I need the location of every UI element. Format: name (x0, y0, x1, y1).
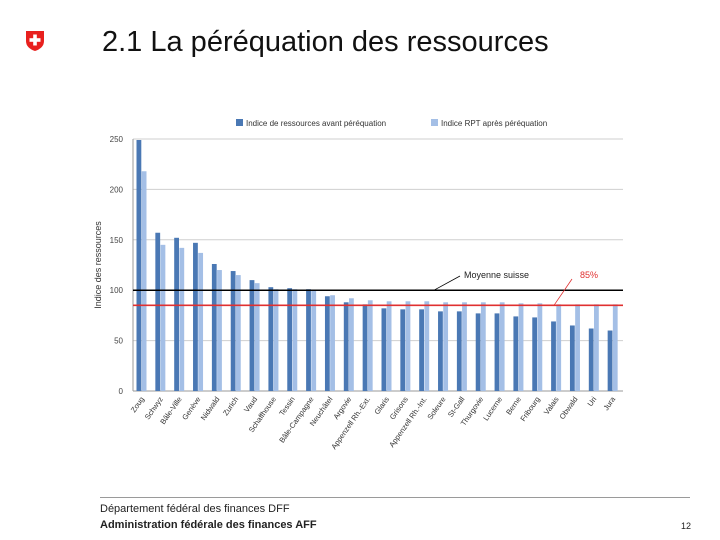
x-tick-label-23: Obwald (558, 395, 580, 421)
bar-after-10 (330, 295, 335, 391)
y-tick-label-4: 200 (110, 185, 124, 194)
bar-after-13 (386, 301, 392, 391)
legend-label-after: Indice RPT après péréquation (441, 119, 547, 128)
bar-before-3 (193, 242, 198, 391)
y-tick-label-2: 100 (110, 286, 124, 295)
x-tick-label-16: Soleure (425, 395, 447, 421)
bar-before-5 (230, 271, 236, 391)
footer-divider (100, 497, 690, 498)
bar-before-14 (400, 309, 406, 391)
y-tick-label-5: 250 (110, 135, 124, 144)
bar-after-18 (480, 302, 486, 391)
y-tick-label-3: 150 (110, 236, 124, 245)
bar-before-23 (569, 325, 575, 391)
bar-after-5 (235, 275, 241, 391)
bar-after-22 (556, 304, 562, 391)
x-tick-label-20: Berne (504, 395, 523, 417)
bar-before-9 (306, 289, 311, 391)
footer-administration: Administration fédérale des finances AFF (100, 519, 317, 531)
bar-before-15 (419, 309, 424, 391)
bar-before-20 (513, 316, 519, 391)
bar-after-3 (198, 252, 204, 391)
annotation-pointer-average (433, 275, 461, 291)
bar-before-25 (607, 330, 613, 391)
legend-label-before: Indice de ressources avant péréquation (246, 119, 386, 128)
bar-before-12 (362, 304, 368, 391)
bar-after-24 (594, 304, 599, 391)
bar-before-19 (494, 313, 500, 391)
x-tick-label-15: Appenzell Rh.-Int. (387, 395, 429, 449)
bar-before-24 (588, 328, 594, 391)
bar-before-2 (174, 237, 179, 391)
bar-after-9 (311, 290, 317, 391)
x-tick-label-22: Valais (542, 395, 561, 417)
x-tick-label-25: Jura (601, 394, 617, 412)
page-title: 2.1 La péréquation des ressources (102, 26, 549, 58)
page-number: 12 (681, 521, 692, 531)
bar-after-21 (537, 303, 543, 391)
x-tick-label-4: Nidwald (199, 395, 222, 422)
bar-before-22 (551, 321, 556, 391)
footer-department: Département fédéral des finances DFF (100, 503, 290, 515)
bar-after-14 (405, 301, 411, 391)
annotation-average: Moyenne suisse (464, 270, 529, 280)
bar-after-20 (518, 303, 524, 391)
bar-after-6 (254, 283, 260, 391)
legend-swatch-before (236, 119, 243, 126)
bar-after-7 (273, 289, 279, 391)
x-tick-label-0: Zoug (129, 395, 146, 414)
bar-before-0 (136, 140, 142, 391)
x-tick-label-5: Zurich (221, 395, 240, 417)
bar-after-23 (575, 304, 580, 391)
bar-before-17 (456, 311, 462, 391)
bar-before-18 (475, 313, 481, 391)
bar-before-10 (324, 296, 330, 391)
swiss-cross-logo (26, 31, 44, 51)
bar-before-16 (438, 311, 443, 391)
x-tick-label-13: Glaris (372, 395, 391, 416)
bar-before-1 (155, 232, 161, 391)
annotation-pointer-85 (553, 278, 573, 306)
bar-after-0 (141, 171, 147, 391)
x-tick-label-19: Lucerne (481, 395, 504, 422)
bar-before-13 (381, 308, 387, 391)
bar-after-1 (160, 244, 166, 391)
bar-after-11 (349, 298, 354, 391)
y-tick-label-0: 0 (119, 387, 124, 396)
bar-after-19 (499, 302, 505, 391)
bar-after-15 (424, 301, 430, 391)
bar-after-17 (462, 302, 467, 391)
bar-after-25 (612, 304, 618, 391)
bar-before-21 (532, 317, 538, 391)
bar-after-12 (367, 300, 373, 391)
bar-before-6 (249, 280, 255, 391)
bar-before-4 (211, 263, 217, 391)
resource-index-chart: 0 50 100 150 200 250 Indice des ressources Zoug… (93, 119, 623, 451)
y-axis-title: Indice des ressources (93, 221, 103, 309)
bar-before-7 (268, 287, 274, 391)
bar-after-16 (443, 302, 449, 391)
bar-after-2 (179, 247, 185, 391)
bar-before-11 (343, 302, 349, 391)
bar-after-8 (292, 289, 298, 391)
x-tick-label-6: Vaud (242, 395, 259, 414)
annotation-85: 85% (580, 270, 598, 280)
bar-before-8 (287, 288, 293, 391)
y-tick-label-1: 50 (114, 337, 123, 346)
bar-after-4 (217, 270, 222, 391)
x-tick-label-24: Uri (585, 395, 598, 408)
legend-swatch-after (431, 119, 438, 126)
x-tick-label-21: Fribourg (518, 395, 541, 423)
